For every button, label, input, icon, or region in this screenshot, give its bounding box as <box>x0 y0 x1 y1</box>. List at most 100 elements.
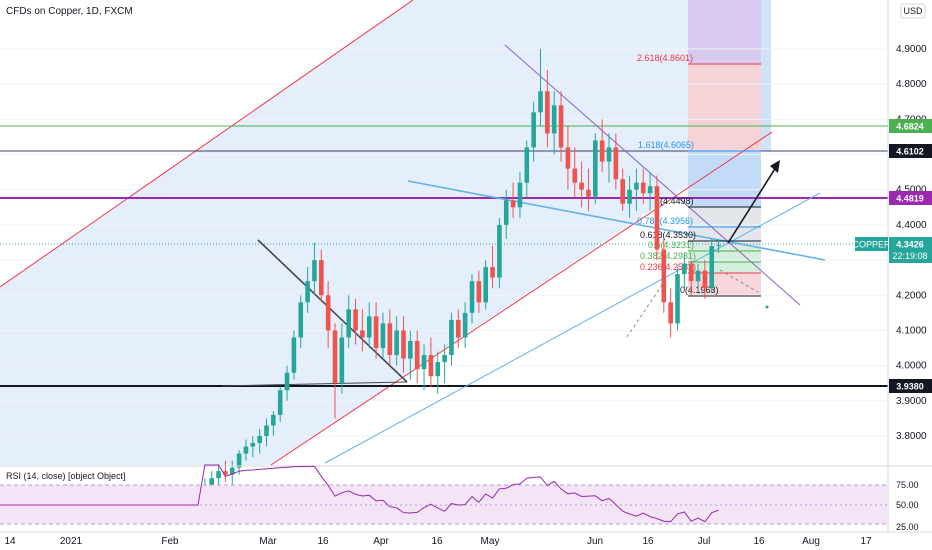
time-tick-label: 17 <box>860 536 872 547</box>
candle-body <box>360 330 365 338</box>
fib-level-label: 0.786(4.3956) <box>637 216 693 226</box>
price-tick-label: 3.8000 <box>896 431 927 442</box>
fib-level-label: 0.5(4.3231) <box>648 240 694 250</box>
rsi-title: RSI (14, close) [object Object] <box>6 471 126 481</box>
time-tick-label: 16 <box>317 536 329 547</box>
candle-body <box>661 249 667 303</box>
candle-body <box>243 446 249 454</box>
time-tick-label: Mar <box>259 536 277 547</box>
time-tick-label: Aug <box>802 536 820 547</box>
candle-body <box>647 186 653 194</box>
time-tick-label: Feb <box>161 536 179 547</box>
currency-button[interactable] <box>900 3 926 19</box>
fib-level-label: 1.618(4.6065) <box>638 140 694 150</box>
projection-dashed-left <box>626 284 663 338</box>
candle-body <box>346 309 351 338</box>
price-level-badge-text: 3.9380 <box>896 382 924 392</box>
price-tick-label: 4.2000 <box>896 290 927 301</box>
candle-body <box>387 323 393 356</box>
candle-body <box>476 281 482 303</box>
bullish-arrow-shaft <box>727 163 779 244</box>
fib-level-label: 0.382(4.2931) <box>640 251 696 261</box>
fib-labels: 2.618(4.8601) 1.618(4.6065) 1(4.4498) 0.786… <box>637 53 719 295</box>
time-tick-label: Jul <box>698 536 711 547</box>
candle-body <box>702 270 708 289</box>
candle-body <box>497 224 502 278</box>
price-tick-label: 4.4000 <box>896 220 927 231</box>
time-tick-label: 16 <box>431 536 443 547</box>
candle-body <box>654 186 660 250</box>
candle-body <box>216 471 221 479</box>
candle-body <box>716 245 721 247</box>
candle-body <box>558 105 564 148</box>
candle-body <box>442 355 447 363</box>
resistance-trendline <box>407 180 826 261</box>
time-tick-label: 16 <box>753 536 765 547</box>
candle-body <box>682 263 687 275</box>
candle-body <box>545 91 550 134</box>
projection-dashed-right <box>719 269 759 293</box>
candle-body <box>325 295 331 331</box>
projection-dot <box>765 305 769 309</box>
candle-body <box>613 147 619 180</box>
price-level-badge-text: 4.4819 <box>896 194 924 204</box>
rising-support-trendline <box>324 192 821 464</box>
candle-body <box>277 390 283 415</box>
time-tick-label: Jun <box>587 536 603 547</box>
candle-body <box>428 355 434 377</box>
candle-body <box>572 168 578 183</box>
candle-body <box>250 443 256 447</box>
symbol-title: CFDs on Copper, 1D, FXCM <box>6 6 133 17</box>
price-tick-label: 4.9000 <box>896 44 927 55</box>
candle-body <box>565 147 571 169</box>
time-tick-label: 2021 <box>60 536 83 547</box>
candle-body <box>599 140 605 162</box>
candle-body <box>264 425 269 436</box>
fib-level-label: 0.236(4.2561) <box>640 262 696 272</box>
candle-body <box>332 330 338 384</box>
candle-body <box>236 453 242 468</box>
candle-body <box>490 267 495 278</box>
candle-body <box>305 281 310 303</box>
symbol-name-badge-text: COPPER <box>852 240 891 250</box>
price-badges: 4.6824 4.6102 4.4819 3.9380 COPPER 4.342622:1… <box>852 119 932 393</box>
price-level-badge <box>889 144 932 158</box>
symbol-name-badge <box>855 237 888 251</box>
candle-body <box>503 200 509 225</box>
candle-body <box>688 263 694 282</box>
time-tick-label: May <box>481 536 500 547</box>
candle-body <box>298 302 304 338</box>
rsi-axis-ticks: 75.00 50.00 25.00 <box>896 480 919 532</box>
fib-level-label: 2.618(4.8601) <box>637 53 693 63</box>
price-axis-panel <box>888 0 932 532</box>
candle-body <box>209 478 214 486</box>
candle-body <box>449 319 454 356</box>
fib-zone-top <box>688 0 761 64</box>
bullish-arrow-head <box>770 160 780 173</box>
price-level-badge <box>889 379 932 393</box>
candle-body <box>456 319 461 338</box>
candle-body <box>695 270 701 282</box>
candle-body <box>579 182 584 190</box>
price-tick-label: 4.0000 <box>896 361 927 372</box>
price-tick-label: 4.8000 <box>896 79 927 90</box>
candle-body <box>469 281 475 313</box>
candle-body <box>640 182 646 194</box>
channel-upper-line <box>0 0 414 288</box>
candle-body <box>510 200 516 208</box>
currency-label: USD <box>903 6 923 16</box>
rsi-tick-label: 50.00 <box>896 500 919 510</box>
candle-body <box>223 471 228 475</box>
candle-body <box>620 179 625 204</box>
candle-body <box>627 189 632 204</box>
candle-body <box>401 330 406 359</box>
fib-level-label: 0.618(4.3530) <box>640 230 696 240</box>
countdown-text: 22:19:08 <box>892 251 927 261</box>
candle-body <box>414 340 420 370</box>
candle-body <box>257 435 262 444</box>
candle-body <box>675 274 680 324</box>
triangle-descending-line <box>257 239 408 383</box>
fib-zone-red <box>688 64 761 151</box>
